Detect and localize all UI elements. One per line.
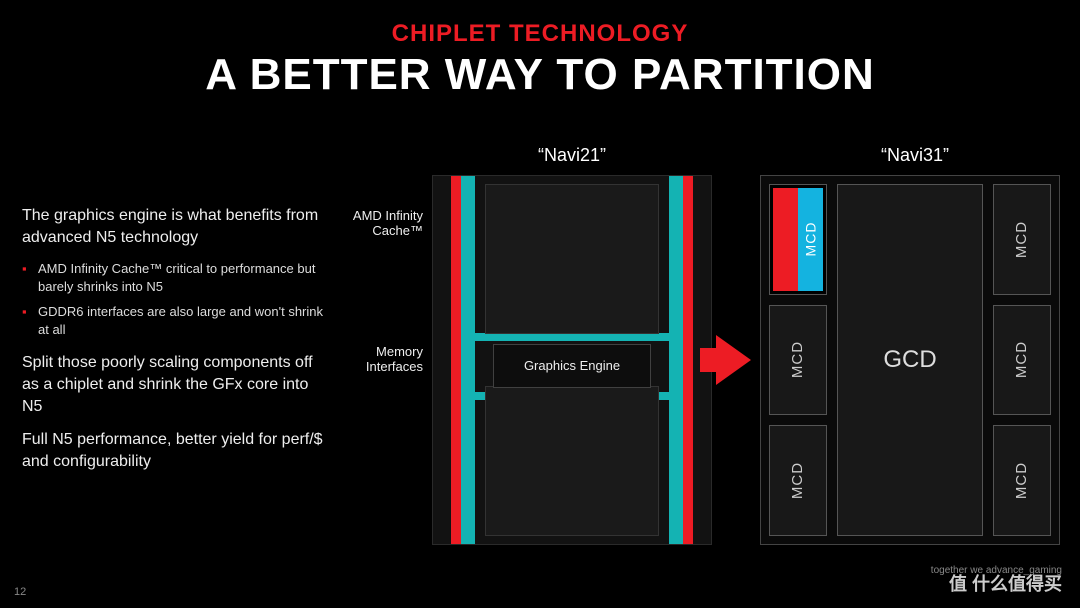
infinity-cache-strip: [683, 176, 693, 544]
mcd-chiplet: MCD: [769, 305, 827, 416]
memory-interface-strip: [461, 176, 475, 544]
mcd-label: MCD: [789, 462, 806, 499]
graphics-engine-label: Graphics Engine: [493, 344, 651, 388]
mcd-memif-part: MCD: [798, 188, 823, 291]
footer-brand: 值 什么值得买: [949, 570, 1062, 596]
mcd-chiplet: MCD: [993, 425, 1051, 536]
bullet-item: AMD Infinity Cache™ critical to performa…: [22, 260, 332, 295]
slide-title: A BETTER WAY TO PARTITION: [0, 50, 1080, 100]
body-paragraph: Split those poorly scaling components of…: [22, 352, 332, 417]
bullet-item: GDDR6 interfaces are also large and won'…: [22, 303, 332, 338]
mcd-label: MCD: [1013, 341, 1030, 378]
memory-interface-bar: [475, 333, 669, 341]
gcd-label: GCD: [883, 346, 936, 374]
body-paragraph: Full N5 performance, better yield for pe…: [22, 429, 332, 472]
chip-title-navi21: “Navi21”: [432, 145, 712, 166]
chip-title-navi31: “Navi31”: [770, 145, 1060, 166]
memory-interface-strip: [669, 176, 683, 544]
mcd-chiplet: MCD: [993, 305, 1051, 416]
shader-engine-block: [485, 184, 659, 334]
slide-subtitle: CHIPLET TECHNOLOGY: [0, 20, 1080, 48]
watermark-text: 值 什么值得买: [949, 574, 1062, 594]
body-paragraph: The graphics engine is what benefits fro…: [22, 205, 332, 248]
callout-label: AMD Infinity Cache™: [353, 208, 423, 238]
page-number: 12: [14, 586, 26, 598]
infinity-cache-strip: [451, 176, 461, 544]
mcd-chiplet-highlighted: MCD: [769, 184, 827, 295]
chiplet-grid: MCD GCD MCD MCD MCD MCD MCD: [769, 184, 1051, 536]
mcd-chiplet: MCD: [993, 184, 1051, 295]
mcd-label: MCD: [789, 341, 806, 378]
gcd-chiplet: GCD: [837, 184, 983, 536]
transition-arrow-icon: [716, 335, 751, 385]
callout-memory-interfaces: Memory Interfaces: [328, 344, 423, 374]
mcd-chiplet: MCD: [769, 425, 827, 536]
body-bullets: AMD Infinity Cache™ critical to performa…: [22, 260, 332, 338]
callout-label: Memory Interfaces: [366, 344, 423, 374]
navi21-diagram: Graphics Engine: [432, 175, 712, 545]
mcd-label: MCD: [1013, 462, 1030, 499]
slide-header: CHIPLET TECHNOLOGY A BETTER WAY TO PARTI…: [0, 0, 1080, 100]
shader-engine-block: [485, 386, 659, 536]
mcd-cache-part: [773, 188, 798, 291]
callout-infinity-cache: AMD Infinity Cache™: [328, 208, 423, 238]
body-column: The graphics engine is what benefits fro…: [22, 205, 332, 484]
navi31-diagram: MCD GCD MCD MCD MCD MCD MCD: [760, 175, 1060, 545]
mcd-label: MCD: [1013, 221, 1030, 258]
mcd-label: MCD: [803, 222, 819, 257]
